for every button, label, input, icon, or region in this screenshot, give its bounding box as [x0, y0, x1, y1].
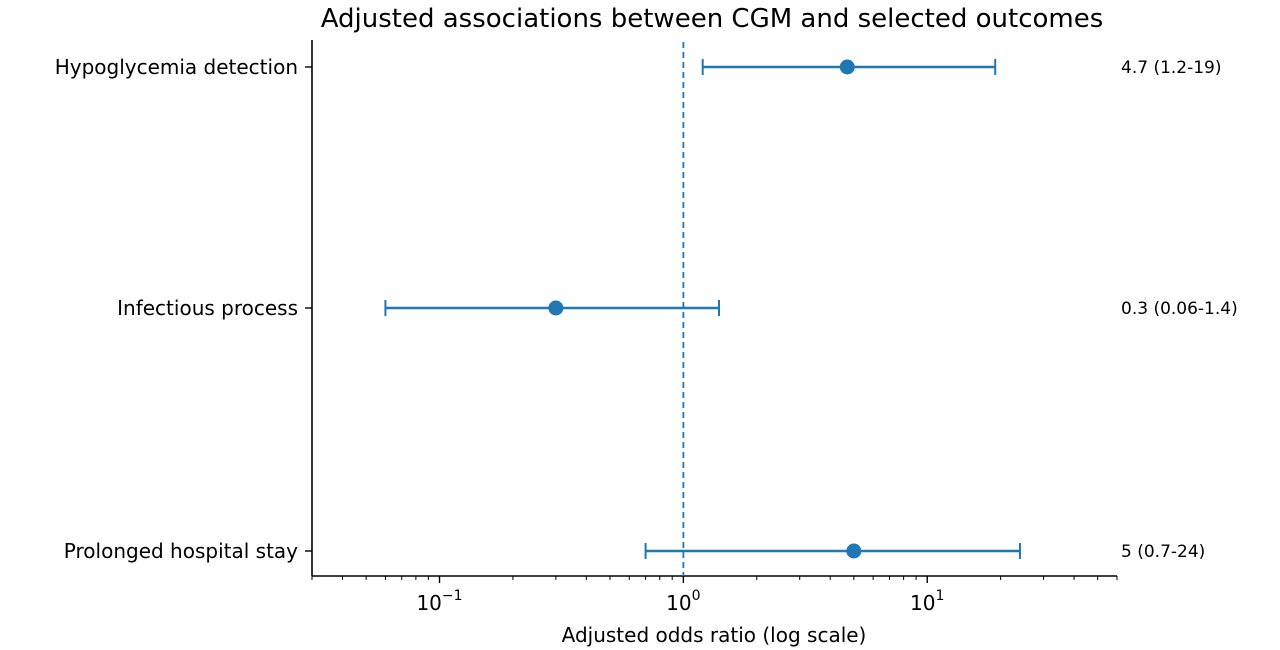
x-tick-label: 10−1 — [416, 588, 462, 615]
x-tick-label: 100 — [666, 588, 700, 615]
row-annotation: 5 (0.7-24) — [1121, 542, 1205, 562]
row-label: Hypoglycemia detection — [55, 55, 298, 79]
row-label: Infectious process — [117, 296, 298, 320]
odds-ratio-point — [839, 59, 855, 75]
x-axis-label: Adjusted odds ratio (log scale) — [562, 623, 867, 647]
odds-ratio-point — [846, 543, 862, 559]
x-tick-label: 101 — [910, 588, 944, 615]
chart-title: Adjusted associations between CGM and se… — [321, 4, 1104, 34]
row-annotation: 4.7 (1.2-19) — [1121, 58, 1222, 78]
row-annotation: 0.3 (0.06-1.4) — [1121, 299, 1238, 319]
odds-ratio-point — [548, 300, 564, 316]
row-label: Prolonged hospital stay — [64, 539, 298, 563]
